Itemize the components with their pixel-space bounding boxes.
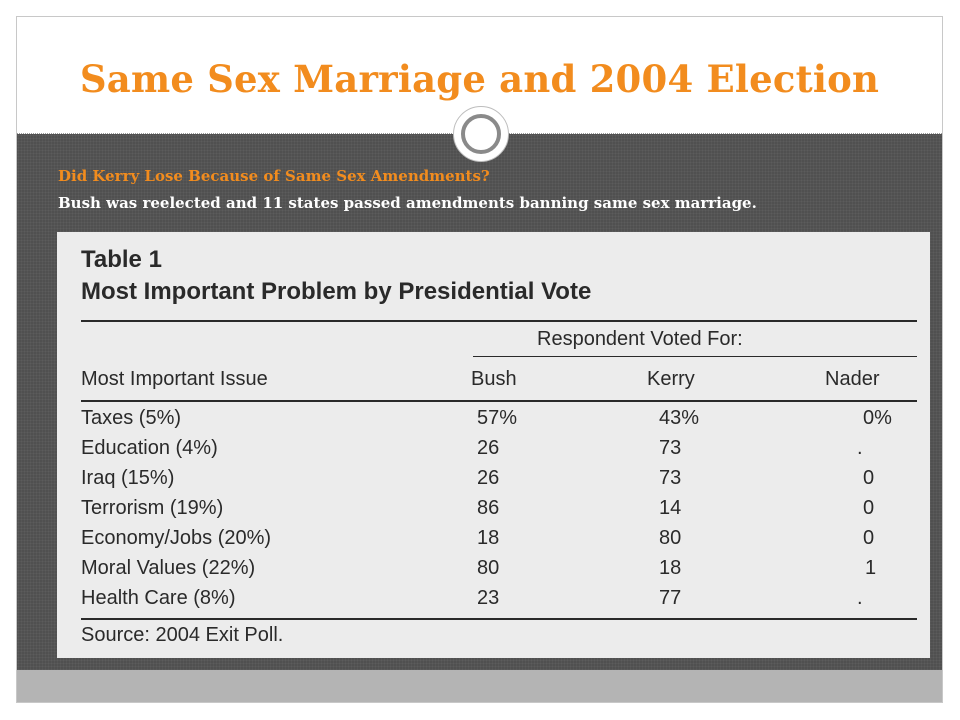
table-cell-nader: 0% [863, 407, 892, 429]
table-cell-kerry: 43% [659, 407, 700, 429]
slide-body-text: Bush was reelected and 11 states passed … [58, 194, 757, 212]
table-source-note: Source: 2004 Exit Poll. [81, 624, 284, 646]
slide-subtitle: Did Kerry Lose Because of Same Sex Amend… [58, 167, 490, 185]
table-cell-kerry: 77 [659, 587, 682, 609]
table-cell-issue: Education (4%) [81, 437, 218, 459]
table-cell-bush: 26 [477, 437, 500, 459]
circle-ornament-inner [461, 114, 501, 154]
table-header-rule [81, 400, 917, 402]
table-cell-issue: Economy/Jobs (20%) [81, 527, 272, 549]
table-cell-bush: 26 [477, 467, 500, 489]
table-cell-issue: Iraq (15%) [81, 467, 175, 489]
scanned-table: Table 1 Most Important Problem by Presid… [57, 232, 930, 658]
table-cell-kerry: 80 [659, 527, 682, 549]
table-cell-nader: 0 [863, 467, 875, 489]
table-cell-nader: . [857, 437, 863, 459]
table-group-header: Respondent Voted For: [537, 328, 743, 350]
table-cell-nader: 0 [863, 527, 875, 549]
column-header-bush: Bush [471, 368, 517, 390]
circle-ornament-icon [453, 106, 509, 162]
footer-bar [17, 670, 942, 702]
table-title-number: Table 1 [81, 246, 162, 273]
table-cell-issue: Terrorism (19%) [81, 497, 224, 519]
column-header-kerry: Kerry [647, 368, 695, 390]
table-cell-nader: . [857, 587, 863, 609]
table-cell-bush: 86 [477, 497, 500, 519]
column-header-issue: Most Important Issue [81, 368, 268, 390]
table-cell-bush: 57% [477, 407, 518, 429]
table-cell-bush: 18 [477, 527, 500, 549]
slide-title: Same Sex Marriage and 2004 Election [79, 57, 880, 101]
table-group-rule [473, 356, 917, 357]
table-bottom-rule [81, 618, 917, 620]
table-cell-nader: 1 [865, 557, 877, 579]
table-cell-bush: 80 [477, 557, 500, 579]
table-cell-nader: 0 [863, 497, 875, 519]
column-header-nader: Nader [825, 368, 880, 390]
table-cell-kerry: 14 [659, 497, 682, 519]
table-cell-kerry: 18 [659, 557, 682, 579]
table-top-rule [81, 320, 917, 322]
table-cell-kerry: 73 [659, 467, 682, 489]
table-cell-issue: Taxes (5%) [81, 407, 182, 429]
table-cell-issue: Moral Values (22%) [81, 557, 256, 579]
table-title: Most Important Problem by Presidential V… [81, 278, 592, 305]
table-cell-issue: Health Care (8%) [81, 587, 236, 609]
table-cell-bush: 23 [477, 587, 500, 609]
table-cell-kerry: 73 [659, 437, 682, 459]
